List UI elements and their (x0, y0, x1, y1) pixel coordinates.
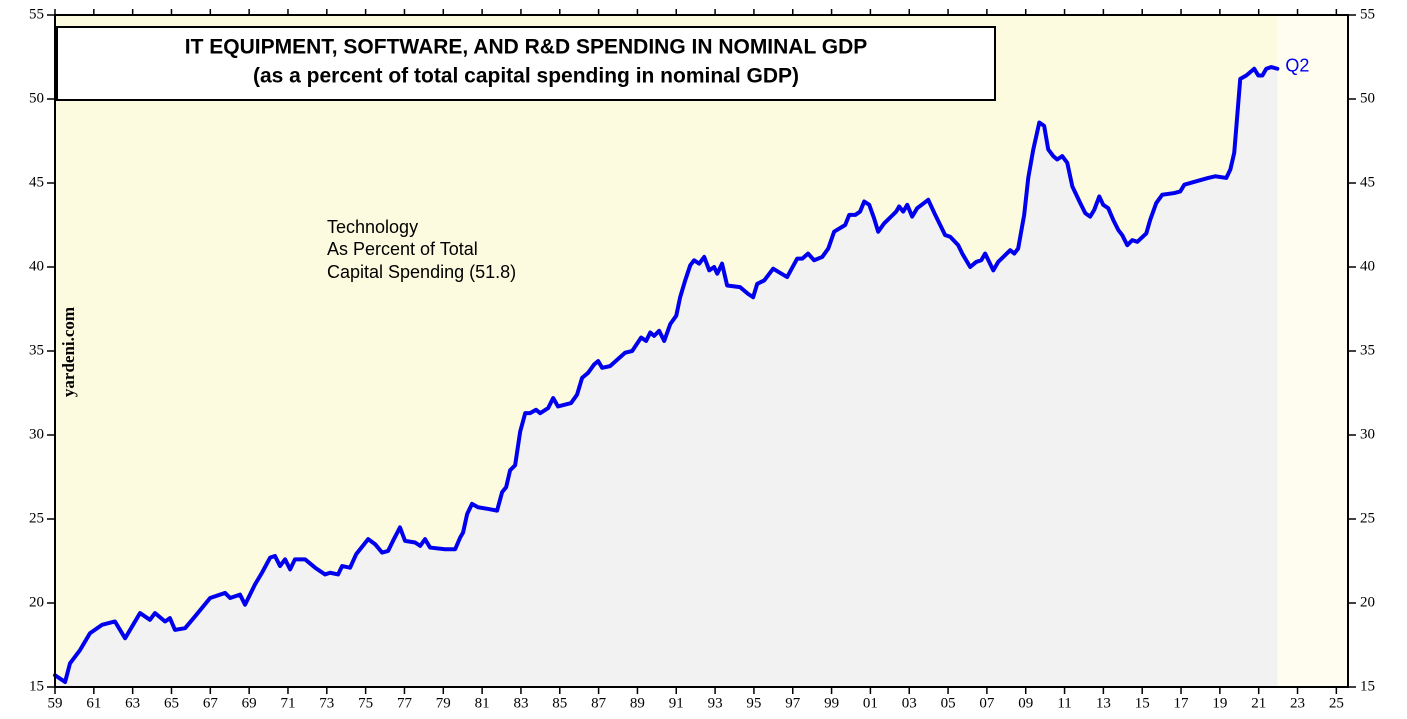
x-tick-label: 71 (280, 695, 295, 711)
x-tick-label: 93 (708, 695, 723, 711)
x-tick-label: 81 (475, 695, 490, 711)
y-tick-label: 45 (29, 174, 44, 190)
y-tick-label: 55 (29, 6, 44, 22)
y-tick-label: 40 (29, 258, 44, 274)
x-tick-label: 89 (630, 695, 645, 711)
x-tick-label: 21 (1251, 695, 1266, 711)
y-tick-label: 35 (29, 342, 44, 358)
x-tick-label: 83 (513, 695, 528, 711)
y2-tick-label: 55 (1360, 6, 1375, 22)
x-tick-label: 03 (902, 695, 917, 711)
x-tick-label: 13 (1096, 695, 1111, 711)
y2-tick-label: 20 (1360, 594, 1375, 610)
annotation: As Percent of Total (327, 239, 478, 259)
x-tick-label: 23 (1290, 695, 1305, 711)
y2-tick-label: 50 (1360, 90, 1375, 106)
y2-tick-label: 35 (1360, 342, 1375, 358)
y2-tick-label: 45 (1360, 174, 1375, 190)
x-tick-label: 97 (785, 695, 801, 711)
y-tick-label: 25 (29, 510, 44, 526)
x-tick-label: 05 (941, 695, 956, 711)
y2-tick-label: 40 (1360, 258, 1375, 274)
annotation: Capital Spending (51.8) (327, 262, 516, 282)
chart-title: IT EQUIPMENT, SOFTWARE, AND R&D SPENDING… (185, 36, 868, 59)
line (53, 65, 1280, 684)
axes: 15 20 25 30 35 40 45 50 55 15 20 25 30 35 40 45 50 55 59 61… (29, 6, 1375, 711)
x-tick-label: 15 (1135, 695, 1150, 711)
source: yardeni.com (59, 307, 78, 397)
x-tick-label: 19 (1212, 695, 1227, 711)
title-box (56, 26, 996, 101)
x-tick-label: 75 (358, 695, 373, 711)
y2-tick-label: 30 (1360, 426, 1375, 442)
chart-subtitle: (as a percent of total capital spending … (253, 65, 799, 88)
x-tick-label: 61 (86, 695, 101, 711)
data-layer: Q2 (53, 56, 1309, 687)
x-tick-label: 01 (863, 695, 878, 711)
x-tick-label: 69 (242, 695, 257, 711)
x-tick-label: 87 (591, 695, 607, 711)
x-tick-label: 59 (48, 695, 63, 711)
y-tick-label: 15 (29, 678, 44, 694)
x-tick-label: 65 (164, 695, 179, 711)
x-tick-label: 91 (669, 695, 684, 711)
projection-area (1277, 15, 1348, 687)
annotation: Technology (327, 217, 418, 237)
y-tick-label: 20 (29, 594, 44, 610)
x-tick-label: 73 (319, 695, 334, 711)
y2-tick-label: 15 (1360, 678, 1375, 694)
x-tick-label: 11 (1057, 695, 1071, 711)
area (55, 67, 1278, 687)
end-label: Q2 (1285, 56, 1309, 76)
x-tick-label: 07 (979, 695, 995, 711)
x-tick-label: 25 (1329, 695, 1344, 711)
y2-tick-label: 25 (1360, 510, 1375, 526)
x-tick-label: 95 (746, 695, 761, 711)
x-tick-label: 63 (125, 695, 140, 711)
x-tick-label: 67 (203, 695, 219, 711)
x-tick-label: 99 (824, 695, 839, 711)
x-tick-label: 85 (552, 695, 567, 711)
x-tick-label: 77 (397, 695, 413, 711)
x-tick-label: 79 (436, 695, 451, 711)
x-tick-label: 09 (1018, 695, 1033, 711)
y-tick-label: 30 (29, 426, 44, 442)
x-tick-label: 17 (1174, 695, 1190, 711)
y-tick-label: 50 (29, 90, 44, 106)
